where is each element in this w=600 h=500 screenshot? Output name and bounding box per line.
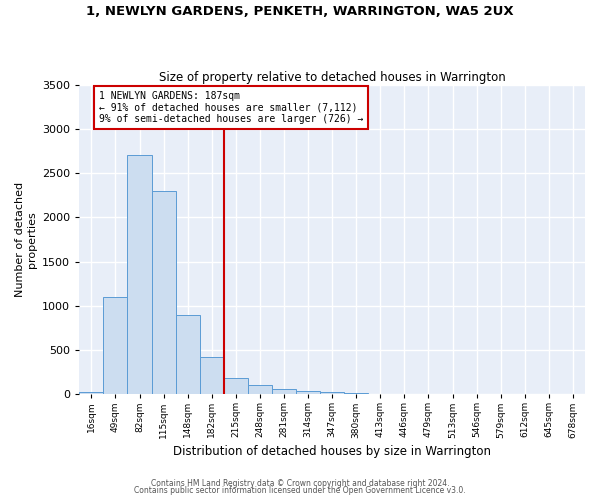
Y-axis label: Number of detached
properties: Number of detached properties bbox=[15, 182, 37, 297]
Bar bbox=[127, 156, 152, 394]
Bar bbox=[224, 378, 248, 394]
Text: Contains public sector information licensed under the Open Government Licence v3: Contains public sector information licen… bbox=[134, 486, 466, 495]
Bar bbox=[79, 392, 103, 394]
Bar bbox=[272, 390, 296, 394]
Text: Contains HM Land Registry data © Crown copyright and database right 2024.: Contains HM Land Registry data © Crown c… bbox=[151, 478, 449, 488]
Bar bbox=[103, 297, 127, 394]
Bar bbox=[320, 392, 344, 394]
Text: 1, NEWLYN GARDENS, PENKETH, WARRINGTON, WA5 2UX: 1, NEWLYN GARDENS, PENKETH, WARRINGTON, … bbox=[86, 5, 514, 18]
Bar bbox=[296, 391, 320, 394]
Bar bbox=[176, 314, 200, 394]
Bar bbox=[200, 357, 224, 394]
Bar bbox=[152, 191, 176, 394]
X-axis label: Distribution of detached houses by size in Warrington: Distribution of detached houses by size … bbox=[173, 444, 491, 458]
Bar bbox=[248, 386, 272, 394]
Text: 1 NEWLYN GARDENS: 187sqm
← 91% of detached houses are smaller (7,112)
9% of semi: 1 NEWLYN GARDENS: 187sqm ← 91% of detach… bbox=[98, 91, 363, 124]
Title: Size of property relative to detached houses in Warrington: Size of property relative to detached ho… bbox=[159, 70, 506, 84]
